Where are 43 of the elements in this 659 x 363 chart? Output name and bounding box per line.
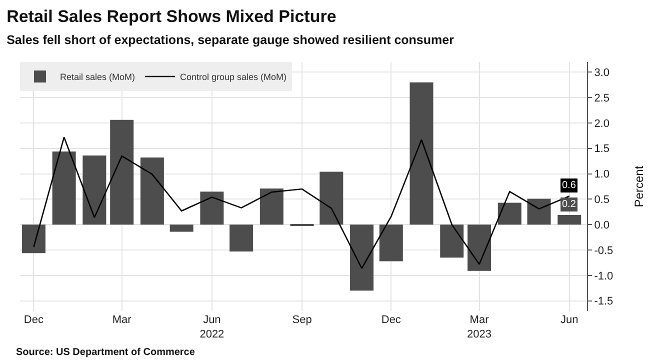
bar — [350, 224, 374, 291]
x-tick-label: Mar 2023 — [467, 314, 492, 340]
y-tick-label: 1.5 — [594, 143, 610, 156]
bar — [440, 224, 464, 258]
bar — [468, 224, 492, 271]
bar — [22, 224, 46, 254]
chart-subtitle: Sales fell short of expectations, separate gauge showed resilient consumer — [6, 32, 454, 47]
x-tick-label: Jun — [560, 314, 578, 326]
y-tick-label: 0.0 — [594, 219, 610, 232]
y-tick-label: -1.0 — [594, 270, 614, 282]
bar — [200, 192, 224, 225]
y-tick-label: -1.5 — [594, 296, 614, 308]
x-tick-label: Jun 2022 — [200, 314, 224, 340]
bar — [260, 188, 284, 225]
y-tick-label: 2.0 — [594, 118, 610, 130]
y-tick-label: -0.5 — [594, 244, 614, 257]
y-tick-label: 0.5 — [594, 194, 610, 206]
y-tick-label: 3.0 — [594, 67, 610, 80]
x-tick-label: Sep — [292, 314, 312, 326]
x-tick-label: Mar — [112, 314, 132, 326]
y-tick-label: 2.5 — [594, 92, 610, 104]
bar — [230, 224, 254, 252]
bar — [320, 172, 344, 225]
bar — [52, 151, 76, 225]
y-axis-title: Percent — [632, 165, 646, 208]
bar — [410, 82, 434, 225]
bar — [170, 224, 194, 232]
legend-label: Retail sales (MoM) — [60, 72, 136, 82]
bar — [110, 120, 134, 225]
bar — [558, 214, 582, 225]
bar — [527, 198, 551, 225]
x-tick-label: Dec — [24, 314, 44, 326]
x-tick-label: Dec — [381, 314, 402, 326]
data-label: 0.6 — [562, 180, 576, 191]
bar — [82, 156, 106, 225]
source-note: Source: US Department of Commerce — [16, 347, 196, 358]
bar — [498, 202, 522, 225]
y-tick-label: 1.0 — [594, 168, 610, 181]
bar — [379, 224, 403, 262]
chart-title: Retail Sales Report Shows Mixed Picture — [6, 6, 336, 26]
legend-label: Control group sales (MoM) — [180, 72, 287, 82]
bar — [140, 158, 164, 225]
data-label: 0.2 — [562, 199, 576, 210]
